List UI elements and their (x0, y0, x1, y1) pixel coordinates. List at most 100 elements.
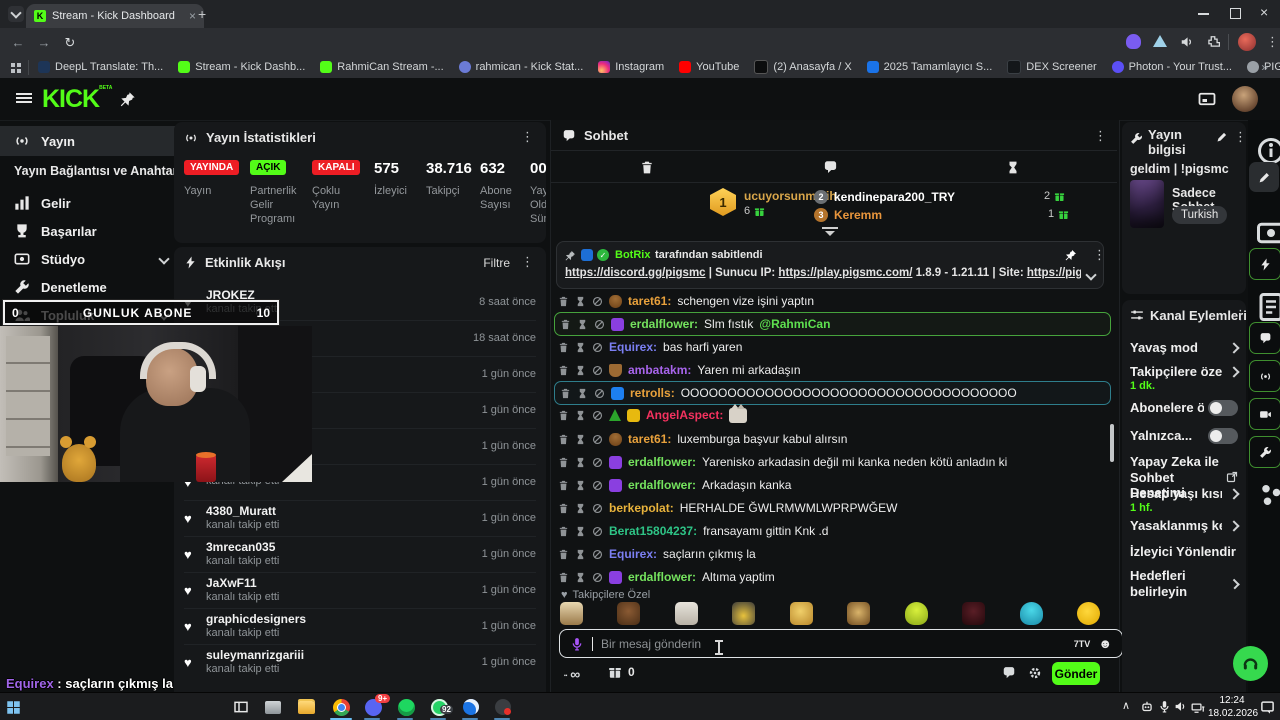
timeout-tab[interactable] (1006, 160, 1020, 175)
chat-username[interactable]: Berat15804237 (609, 524, 697, 538)
support-chat-button[interactable] (1233, 646, 1268, 681)
subs-only-toggle[interactable] (1208, 400, 1238, 416)
ban-icon[interactable] (592, 480, 603, 491)
delete-message-icon[interactable] (558, 434, 569, 445)
cat-emote[interactable] (674, 602, 698, 625)
timeout-icon[interactable] (577, 388, 588, 399)
ban-icon[interactable] (592, 549, 603, 560)
chat-username[interactable]: erdalflower (628, 455, 696, 469)
bookmark-item[interactable]: Instagram (598, 61, 664, 73)
screen-capture-icon[interactable] (1256, 218, 1280, 248)
delete-message-icon[interactable] (558, 457, 569, 468)
emote-picker-icon[interactable]: ☻ (1098, 636, 1112, 651)
bookmarks-overflow-icon[interactable]: » (1261, 60, 1268, 74)
chat-username[interactable]: Equirex (609, 340, 657, 354)
ban-icon[interactable] (592, 342, 603, 353)
chat-username[interactable]: AngelAspect (646, 408, 723, 422)
timeout-icon[interactable] (575, 410, 586, 421)
emotes-only-row[interactable]: Yalnızca... (1130, 428, 1238, 444)
unpin-icon[interactable] (1065, 249, 1077, 261)
stats-menu-icon[interactable]: ⋮ (521, 129, 534, 144)
bookmark-item[interactable]: Stream - Kick Dashb... (178, 61, 305, 73)
broadcast-panel-button[interactable] (1249, 360, 1280, 392)
browser-menu-icon[interactable]: ⋮ (1266, 34, 1279, 49)
edit-panel-button[interactable] (1249, 162, 1279, 192)
timeout-icon[interactable] (575, 296, 586, 307)
delete-message-icon[interactable] (558, 480, 569, 491)
tray-mic-icon[interactable] (1158, 700, 1171, 713)
delete-message-icon[interactable] (558, 365, 569, 376)
delete-message-icon[interactable] (558, 526, 569, 537)
leaderboard-user[interactable]: Keremm (834, 208, 883, 222)
banned-words-row[interactable]: Yasaklanmış kelimel (1130, 518, 1240, 534)
apps-grid-icon[interactable] (10, 62, 22, 74)
user-avatar[interactable] (1232, 86, 1258, 112)
pinned-menu-icon[interactable]: ⋮ (1093, 247, 1106, 262)
ban-icon[interactable] (594, 388, 605, 399)
delete-message-icon[interactable] (558, 503, 569, 514)
timeout-icon[interactable] (575, 572, 586, 583)
account-age-row[interactable]: Hesap yaşı kısıtlama 1 hf. (1130, 486, 1240, 514)
gold-emote[interactable] (789, 602, 813, 625)
infinity-icon[interactable]: ∞ (570, 666, 581, 682)
delete-message-icon[interactable] (560, 388, 571, 399)
ban-icon[interactable] (592, 457, 603, 468)
more-dots-icon[interactable] (1256, 480, 1280, 510)
discord-icon[interactable]: 9+ (362, 694, 391, 718)
ban-icon[interactable] (592, 572, 603, 583)
ban-icon[interactable] (592, 434, 603, 445)
demon-emote[interactable] (962, 602, 986, 625)
chat-username[interactable]: erdalflower (630, 317, 698, 331)
delete-message-icon[interactable] (558, 549, 569, 560)
delete-message-icon[interactable] (558, 410, 569, 421)
activity-menu-icon[interactable]: ⋮ (521, 254, 534, 269)
profile-avatar[interactable] (1238, 33, 1256, 51)
seventv-icon[interactable]: 7TV (1073, 638, 1091, 649)
send-button[interactable]: Gönder (1052, 662, 1100, 685)
audio-extension-icon[interactable] (1180, 35, 1194, 49)
timeout-icon[interactable] (575, 480, 586, 491)
delete-message-icon[interactable] (558, 296, 569, 307)
duck-emote[interactable] (732, 602, 756, 625)
followers-only-row[interactable]: Takipçilere özel soh 1 dk. (1130, 364, 1240, 392)
redirect-viewers-row[interactable]: İzleyici Yönlendir (1130, 544, 1236, 559)
window-restore-button[interactable] (1230, 8, 1241, 19)
sidebar-item-basarilar[interactable]: Başarılar (0, 216, 184, 246)
mic-icon[interactable] (570, 637, 584, 651)
bookmark-item[interactable]: RahmiCan Stream -... (320, 61, 444, 73)
timeout-icon[interactable] (577, 319, 588, 330)
bookmark-item[interactable]: 2025 Tamamlayıcı S... (866, 61, 992, 73)
timeout-icon[interactable] (575, 365, 586, 376)
chat-scrollbar[interactable] (1110, 424, 1114, 462)
extensions-puzzle-icon[interactable] (1206, 35, 1220, 49)
tray-volume-icon[interactable] (1174, 700, 1187, 713)
sidebar-item-yayin[interactable]: Yayın (0, 126, 184, 156)
chat-settings-gear-icon[interactable] (1028, 666, 1042, 680)
browser-tab[interactable]: K Stream - Kick Dashboard × (26, 4, 204, 28)
notes-icon[interactable] (1256, 292, 1280, 322)
check-app-icon[interactable] (460, 696, 482, 718)
ban-icon[interactable] (594, 319, 605, 330)
chat-username[interactable]: erdalflower (628, 478, 696, 492)
activity-row[interactable]: ♥ JaXwF11 kanalı takip etti 1 gün önce (184, 572, 536, 609)
stream-info-menu-icon[interactable]: ⋮ (1234, 129, 1247, 144)
deleted-messages-tab[interactable] (640, 160, 654, 175)
timeout-icon[interactable] (575, 342, 586, 353)
tab-search-button[interactable] (8, 6, 24, 22)
timeout-icon[interactable] (575, 434, 586, 445)
window-minimize-button[interactable] (1198, 13, 1209, 15)
leaderboard-user[interactable]: kendinepara200_TRY (834, 190, 955, 204)
chat-messages-tab[interactable] (823, 160, 838, 175)
mail-app-icon[interactable] (262, 696, 284, 718)
tray-expand-icon[interactable]: ∧ (1122, 700, 1131, 712)
pinned-link[interactable]: https://discord.gg/pigsmc (565, 267, 706, 279)
bookmark-item[interactable]: rahmican - Kick Stat... (458, 61, 583, 73)
tray-clock[interactable]: 12:24 18.02.2026 (1208, 695, 1258, 720)
file-explorer-icon[interactable] (295, 696, 317, 718)
tray-network-icon[interactable] (1191, 700, 1205, 714)
sidebar-item-denetleme[interactable]: Denetleme (0, 272, 184, 302)
ai-moderation-row[interactable]: Yapay Zeka ile Sohbet Denetimi (1130, 454, 1238, 501)
leaderboard-user[interactable]: ucuyorsunmelih (744, 189, 837, 203)
tools-panel-button[interactable] (1249, 436, 1280, 468)
chat-menu-icon[interactable]: ⋮ (1094, 128, 1107, 143)
